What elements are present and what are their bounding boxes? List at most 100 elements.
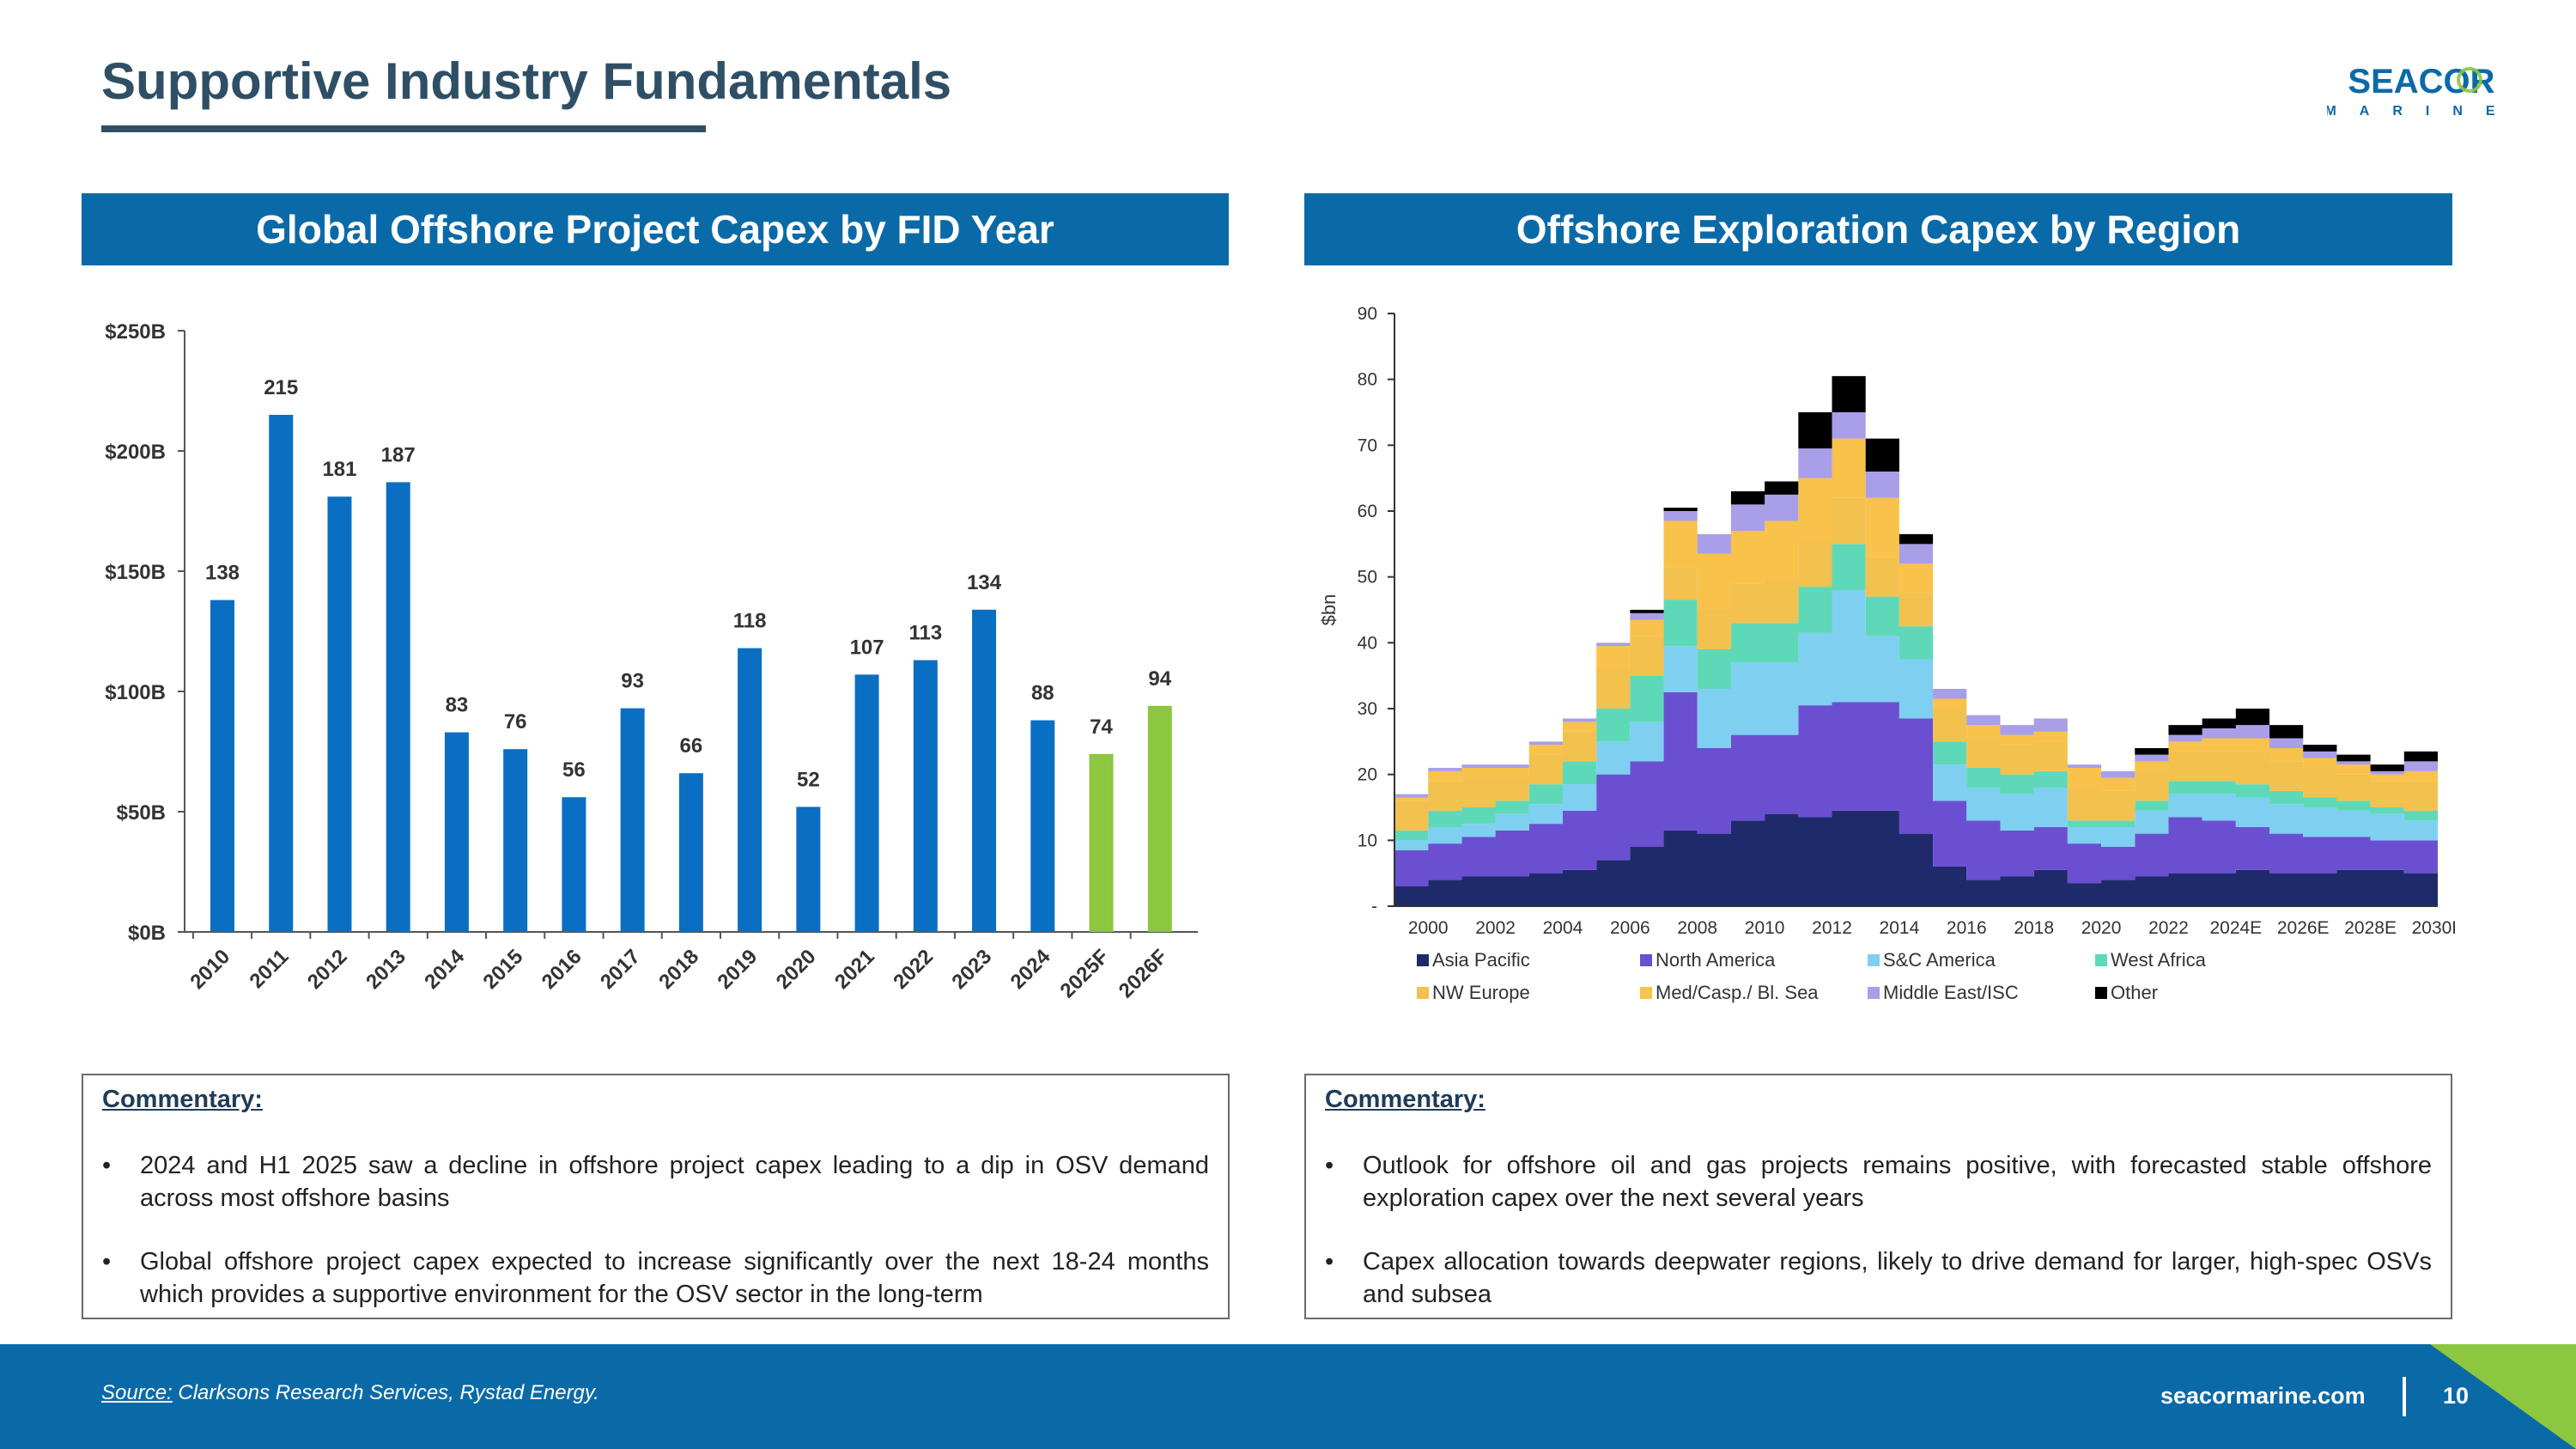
x-tick-label: 2025F bbox=[1056, 945, 1114, 1002]
y-tick-label: - bbox=[1371, 897, 1377, 916]
legend-label: Med/Casp./ Bl. Sea bbox=[1656, 982, 1819, 1003]
x-tick-label: 2008 bbox=[1677, 918, 1717, 938]
area-series bbox=[1394, 544, 2438, 841]
x-tick-label: 2010 bbox=[185, 945, 234, 994]
commentary-bullet: • Capex allocation towards deepwater reg… bbox=[1325, 1245, 2432, 1311]
commentary-bullet-text: 2024 and H1 2025 saw a decline in offsho… bbox=[140, 1152, 1209, 1212]
bar bbox=[562, 797, 586, 932]
y-tick-label: $150B bbox=[105, 561, 166, 584]
commentary-bullet: • Outlook for offshore oil and gas proje… bbox=[1325, 1149, 2432, 1215]
footer-divider bbox=[2403, 1377, 2406, 1416]
bar-value-label: 74 bbox=[1090, 715, 1113, 739]
x-tick-label: 2030E bbox=[2412, 918, 2455, 938]
y-tick-label: $50B bbox=[117, 801, 166, 825]
bar bbox=[444, 732, 469, 932]
left-chart-header: Global Offshore Project Capex by FID Yea… bbox=[82, 193, 1229, 265]
bar-value-label: 134 bbox=[967, 571, 1002, 594]
x-tick-label: 2023 bbox=[947, 945, 996, 994]
bar bbox=[620, 708, 645, 932]
x-tick-label: 2022 bbox=[2148, 918, 2189, 938]
legend-label: West Africa bbox=[2111, 949, 2207, 971]
bar-value-label: 138 bbox=[205, 562, 240, 585]
x-tick-label: 2014 bbox=[1880, 918, 1920, 938]
x-tick-label: 2020 bbox=[772, 945, 821, 994]
logo-line2: MARINE bbox=[2327, 104, 2516, 119]
x-tick-label: 2002 bbox=[1475, 918, 1516, 938]
bar bbox=[854, 674, 879, 932]
exploration-capex-area-chart: - 10 20 30 40 50 60 70 80 90 $bn 2000 2002 2004 2006 20… bbox=[1318, 304, 2455, 1003]
y-tick-label: $0B bbox=[128, 922, 166, 945]
x-tick-label: 2026E bbox=[2277, 918, 2330, 938]
bar bbox=[972, 609, 997, 932]
area-series bbox=[1394, 810, 2438, 906]
legend-swatch bbox=[1417, 987, 1429, 999]
x-tick-label: 2024 bbox=[1006, 945, 1055, 994]
commentary-title: Commentary: bbox=[1325, 1086, 1485, 1113]
website-link[interactable]: seacormarine.com bbox=[2160, 1383, 2366, 1409]
x-tick-label: 2010 bbox=[1745, 918, 1785, 938]
legend-swatch bbox=[1868, 954, 1880, 966]
legend-label: S&C America bbox=[1883, 949, 1996, 971]
source-note: Source: Clarksons Research Services, Rys… bbox=[101, 1381, 599, 1405]
x-tick-label: 2013 bbox=[361, 945, 410, 994]
x-tick-label: 2024E bbox=[2209, 918, 2262, 938]
x-tick-label: 2028E bbox=[2344, 918, 2397, 938]
bar bbox=[327, 496, 352, 932]
title-underline bbox=[101, 125, 706, 132]
x-tick-label: 2016 bbox=[1947, 918, 1987, 938]
bar-value-label: 66 bbox=[680, 734, 703, 758]
x-tick-label: 2022 bbox=[889, 945, 938, 994]
bar-value-label: 187 bbox=[381, 443, 416, 466]
y-tick-label: 40 bbox=[1358, 633, 1377, 653]
legend-label: Asia Pacific bbox=[1432, 949, 1530, 971]
legend-swatch bbox=[2095, 954, 2107, 966]
y-tick-label: 20 bbox=[1358, 765, 1377, 785]
bar-value-label: 56 bbox=[562, 758, 586, 782]
page-number: 10 bbox=[2443, 1383, 2470, 1409]
commentary-bullet: • 2024 and H1 2025 saw a decline in offs… bbox=[102, 1149, 1209, 1215]
legend-swatch bbox=[1868, 987, 1880, 999]
bar-value-label: 52 bbox=[797, 768, 820, 791]
y-tick-label: $100B bbox=[105, 681, 166, 704]
bar-value-label: 94 bbox=[1148, 667, 1171, 691]
bullet-dot-icon: • bbox=[102, 1248, 112, 1275]
bar-value-label: 88 bbox=[1031, 682, 1054, 705]
x-tick-label: 2021 bbox=[830, 945, 879, 994]
x-tick-label: 2016 bbox=[538, 945, 586, 994]
commentary-bullet: • Global offshore project capex expected… bbox=[102, 1245, 1209, 1311]
logo-ring-icon bbox=[2457, 67, 2482, 93]
bar-value-label: 83 bbox=[446, 694, 469, 717]
y-tick-label: 60 bbox=[1358, 502, 1377, 521]
y-axis-title: $bn bbox=[1318, 594, 1340, 626]
page-title: Supportive Industry Fundamentals bbox=[101, 52, 952, 110]
bar-value-label: 181 bbox=[322, 458, 356, 481]
seacor-marine-logo: SEACOR MARINE bbox=[2327, 63, 2516, 119]
area-series bbox=[1394, 691, 2438, 886]
y-tick-label: 80 bbox=[1358, 370, 1377, 390]
area-series bbox=[1394, 438, 2438, 801]
bar-value-label: 113 bbox=[908, 622, 942, 645]
bar-value-label: 93 bbox=[621, 670, 644, 693]
x-tick-label: 2019 bbox=[714, 945, 762, 994]
bar bbox=[503, 749, 528, 932]
y-tick-label: 30 bbox=[1358, 699, 1377, 719]
y-tick-label: 70 bbox=[1358, 435, 1377, 455]
bar bbox=[1030, 720, 1055, 932]
x-tick-label: 2012 bbox=[1812, 918, 1852, 938]
x-tick-label: 2017 bbox=[596, 945, 645, 994]
bar-value-label: 107 bbox=[850, 636, 884, 659]
x-tick-label: 2018 bbox=[2014, 918, 2054, 938]
bar bbox=[678, 773, 703, 932]
bar bbox=[738, 648, 762, 932]
x-tick-label: 2004 bbox=[1543, 918, 1583, 938]
right-commentary-box: Commentary: • Outlook for offshore oil a… bbox=[1304, 1074, 2452, 1319]
legend-swatch bbox=[1640, 954, 1652, 966]
commentary-title: Commentary: bbox=[102, 1086, 263, 1113]
commentary-bullet-text: Outlook for offshore oil and gas project… bbox=[1363, 1152, 2432, 1212]
x-tick-label: 2018 bbox=[654, 945, 703, 994]
y-tick-label: 90 bbox=[1358, 304, 1377, 324]
x-tick-label: 2011 bbox=[246, 945, 294, 993]
source-text: Clarksons Research Services, Rystad Ener… bbox=[172, 1381, 599, 1404]
x-tick-label: 2006 bbox=[1610, 918, 1650, 938]
legend-label: Middle East/ISC bbox=[1883, 982, 2019, 1003]
